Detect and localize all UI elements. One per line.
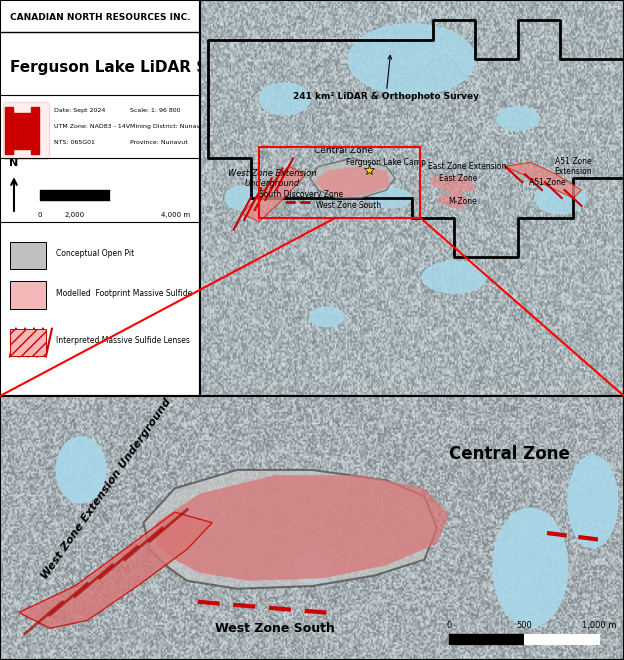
Text: Scale: 1: 96 800: Scale: 1: 96 800	[130, 108, 180, 114]
Ellipse shape	[310, 307, 344, 327]
Text: 0: 0	[37, 212, 42, 218]
Text: Central Zone: Central Zone	[449, 445, 570, 463]
Text: 241 km² LiDAR & Orthophoto Survey: 241 km² LiDAR & Orthophoto Survey	[293, 55, 479, 101]
Text: West Zone South: West Zone South	[316, 201, 381, 211]
Text: NTS: 065G01: NTS: 065G01	[54, 140, 95, 145]
Bar	[31, 107, 39, 154]
Polygon shape	[310, 158, 395, 198]
Text: 4,000 m: 4,000 m	[161, 212, 190, 218]
Bar	[259, 147, 421, 218]
Text: A51 Zone: A51 Zone	[529, 178, 566, 187]
Text: East Zone: East Zone	[439, 174, 478, 183]
Text: M-Zone: M-Zone	[449, 197, 477, 207]
Text: Mining District: Nunavut: Mining District: Nunavut	[130, 124, 207, 129]
Text: A51 Zone
Extension: A51 Zone Extension	[554, 156, 592, 176]
Text: Interpreted Massive Sulfide Lenses: Interpreted Massive Sulfide Lenses	[56, 336, 190, 345]
Text: 500: 500	[516, 620, 532, 630]
Ellipse shape	[348, 24, 475, 95]
Text: UTM Zone: NAD83 - 14V: UTM Zone: NAD83 - 14V	[54, 124, 130, 129]
Bar	[5, 107, 13, 154]
Polygon shape	[156, 475, 449, 581]
Bar	[10, 329, 46, 356]
Text: Modelled  Footprint Massive Sulfide: Modelled Footprint Massive Sulfide	[56, 288, 192, 298]
Text: South Discovery Zone: South Discovery Zone	[260, 189, 344, 199]
Text: Province: Nunavut: Province: Nunavut	[130, 140, 188, 145]
Polygon shape	[19, 512, 212, 628]
Bar	[4, 103, 48, 158]
Ellipse shape	[535, 182, 586, 214]
Text: 2,000: 2,000	[65, 212, 85, 218]
Bar	[449, 634, 524, 644]
Bar	[13, 113, 31, 148]
Text: West Zone Extension Underground: West Zone Extension Underground	[39, 396, 173, 581]
Ellipse shape	[293, 552, 331, 583]
Bar	[524, 634, 599, 644]
Ellipse shape	[497, 107, 539, 131]
Text: West Zone South: West Zone South	[215, 622, 334, 635]
Ellipse shape	[422, 261, 486, 293]
Polygon shape	[429, 174, 475, 194]
Bar	[10, 281, 46, 309]
Text: N: N	[9, 158, 19, 168]
Text: Conceptual Open Pit: Conceptual Open Pit	[56, 249, 134, 258]
Ellipse shape	[493, 508, 568, 627]
Text: West Zone Extension
Underground: West Zone Extension Underground	[228, 168, 316, 188]
Polygon shape	[437, 194, 471, 210]
Ellipse shape	[259, 83, 310, 115]
Polygon shape	[505, 162, 582, 198]
Bar	[110, 190, 180, 200]
Text: Ferguson Lake Camp: Ferguson Lake Camp	[346, 158, 426, 167]
Polygon shape	[242, 166, 306, 222]
Text: 0: 0	[447, 620, 452, 630]
Bar	[4, 103, 48, 158]
Ellipse shape	[568, 455, 618, 548]
Text: Ferguson Lake LiDAR Survey: Ferguson Lake LiDAR Survey	[10, 60, 256, 75]
Ellipse shape	[369, 188, 412, 208]
Bar	[0, 0, 200, 32]
Polygon shape	[314, 166, 391, 198]
Bar	[10, 242, 46, 269]
Ellipse shape	[56, 437, 106, 503]
Ellipse shape	[225, 186, 259, 210]
Text: Central Zone: Central Zone	[314, 146, 373, 155]
Text: East Zone Extension: East Zone Extension	[428, 162, 506, 171]
Text: CANADIAN NORTH RESOURCES INC.: CANADIAN NORTH RESOURCES INC.	[9, 13, 190, 22]
Text: 1,000 m: 1,000 m	[582, 620, 617, 630]
Text: Date: Sept 2024: Date: Sept 2024	[54, 108, 105, 114]
Polygon shape	[144, 470, 437, 589]
Bar	[40, 190, 110, 200]
